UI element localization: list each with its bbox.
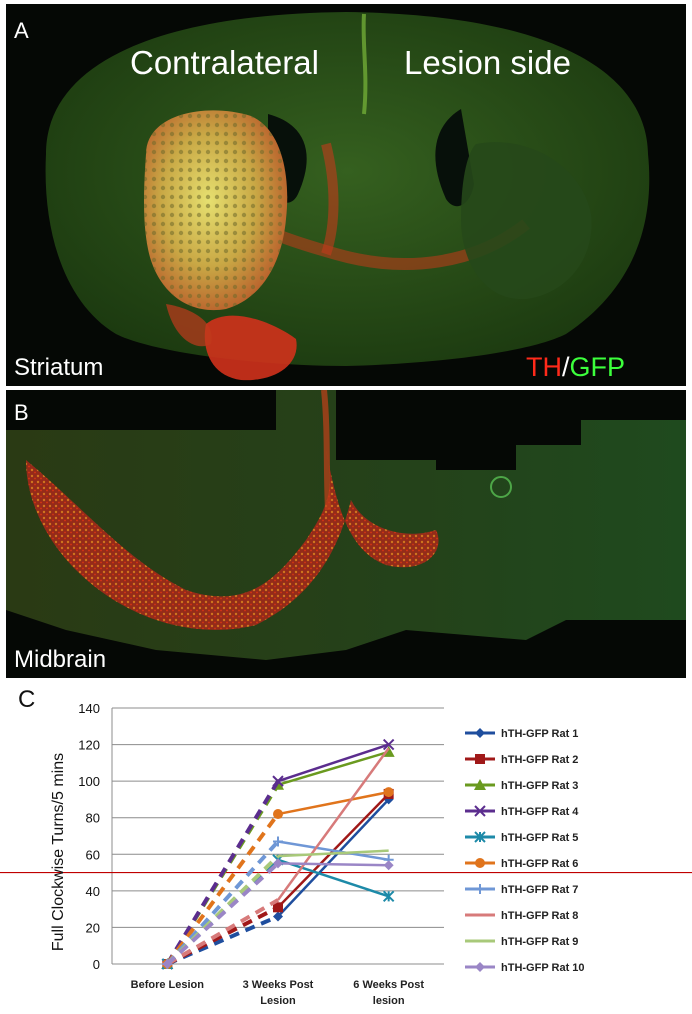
legend-label: hTH-GFP Rat 3 bbox=[501, 780, 578, 792]
series-line bbox=[277, 790, 389, 816]
data-point bbox=[382, 738, 395, 751]
y-tick-label: 80 bbox=[86, 811, 100, 826]
data-point bbox=[475, 858, 485, 868]
midbrain-tissue bbox=[6, 390, 686, 660]
series-8 bbox=[166, 747, 390, 966]
lesion-side-label: Lesion side bbox=[404, 44, 571, 81]
series-line bbox=[277, 750, 390, 786]
data-point bbox=[475, 728, 485, 738]
series-line bbox=[277, 840, 389, 862]
y-tick-label: 100 bbox=[78, 774, 100, 789]
series-line bbox=[277, 862, 389, 867]
th-stain-label: TH bbox=[526, 352, 562, 382]
data-point bbox=[475, 754, 485, 764]
data-point bbox=[273, 911, 283, 922]
midbrain-micrograph bbox=[6, 390, 686, 660]
data-point bbox=[273, 809, 283, 820]
stain-separator: / bbox=[562, 352, 570, 382]
panel-a-striatum-image: A Contralateral Lesion side Striatum TH/… bbox=[6, 4, 686, 386]
data-point bbox=[272, 775, 284, 787]
legend-item: hTH-GFP Rat 4 bbox=[465, 805, 579, 818]
legend-item: hTH-GFP Rat 2 bbox=[465, 754, 578, 766]
legend-label: hTH-GFP Rat 8 bbox=[501, 910, 578, 922]
contralateral-label: Contralateral bbox=[130, 44, 319, 81]
legend-label: hTH-GFP Rat 4 bbox=[501, 806, 579, 818]
x-tick-label: 6 Weeks Post lesion bbox=[353, 979, 424, 1007]
x-tick-labels: Before Lesion 3 Weeks Post Lesion 6 Weeks P… bbox=[131, 979, 425, 1007]
series-line-dashed bbox=[165, 840, 280, 966]
data-point bbox=[273, 858, 283, 869]
data-point bbox=[273, 836, 283, 847]
series-6 bbox=[162, 787, 394, 969]
legend-label: hTH-GFP Rat 5 bbox=[501, 832, 578, 844]
data-point bbox=[383, 860, 394, 871]
y-tick-label: 0 bbox=[93, 957, 100, 972]
gfp-stain-label: GFP bbox=[569, 352, 626, 382]
series-1 bbox=[162, 794, 394, 969]
data-point bbox=[475, 884, 485, 894]
legend-item: hTH-GFP Rat 3 bbox=[465, 779, 578, 792]
stain-legend: TH/GFP bbox=[526, 352, 625, 383]
legend-label: hTH-GFP Rat 1 bbox=[501, 728, 578, 740]
legend-item: hTH-GFP Rat 7 bbox=[465, 884, 578, 896]
legend-item: hTH-GFP Rat 9 bbox=[465, 936, 578, 948]
y-tick-label: 140 bbox=[78, 701, 100, 716]
legend-label: hTH-GFP Rat 7 bbox=[501, 884, 578, 896]
legend-label: hTH-GFP Rat 9 bbox=[501, 936, 578, 948]
legend-item: hTH-GFP Rat 10 bbox=[465, 962, 585, 974]
striatum-region-label: Striatum bbox=[14, 354, 104, 381]
legend-label: hTH-GFP Rat 2 bbox=[501, 754, 578, 766]
series-10 bbox=[162, 858, 394, 969]
panel-letter-a: A bbox=[14, 18, 29, 43]
series-line-dashed bbox=[166, 898, 280, 966]
panel-letter-b: B bbox=[14, 400, 29, 425]
data-point bbox=[474, 831, 486, 843]
midbrain-region-label: Midbrain bbox=[14, 646, 107, 673]
legend-item: hTH-GFP Rat 5 bbox=[465, 831, 578, 844]
legend-item: hTH-GFP Rat 1 bbox=[465, 728, 578, 740]
series-line bbox=[277, 798, 390, 918]
legend-item: hTH-GFP Rat 6 bbox=[465, 858, 578, 870]
series-line bbox=[277, 849, 389, 858]
chart-legend: hTH-GFP Rat 1 hTH-GFP Rat 2 hTH-GFP Rat 3 h… bbox=[465, 728, 585, 974]
data-point bbox=[383, 787, 394, 798]
data-point bbox=[474, 805, 486, 817]
series-line-dashed bbox=[165, 780, 280, 966]
rotation-chart: 0 20 40 60 80 100 120 140 Before Lesion 3 Weeks … bbox=[0, 701, 692, 1007]
x-tick-label: Before Lesion bbox=[131, 979, 205, 991]
legend-label: hTH-GFP Rat 6 bbox=[501, 858, 578, 870]
series-line-dashed bbox=[165, 812, 280, 966]
legend-label: hTH-GFP Rat 10 bbox=[501, 962, 585, 974]
panel-letter-c: C bbox=[18, 686, 36, 713]
data-point bbox=[474, 779, 486, 790]
data-point bbox=[382, 890, 395, 903]
data-point bbox=[475, 962, 485, 972]
panel-b-midbrain-image: B Midbrain bbox=[6, 390, 686, 678]
chart-series bbox=[161, 738, 395, 970]
x-tick-label: 3 Weeks Post Lesion bbox=[243, 979, 314, 1007]
y-tick-label: 120 bbox=[78, 738, 100, 753]
legend-item: hTH-GFP Rat 8 bbox=[465, 910, 578, 922]
data-point bbox=[162, 959, 173, 969]
striatum-micrograph bbox=[45, 12, 650, 381]
y-axis-label: Full Clockwise Turns/5 mins bbox=[50, 753, 67, 951]
series-line bbox=[276, 747, 390, 901]
lesioned-striatum bbox=[461, 142, 592, 300]
y-tick-labels: 0 20 40 60 80 100 120 140 bbox=[78, 701, 100, 972]
series-line bbox=[277, 858, 390, 898]
series-line-dashed bbox=[165, 861, 280, 966]
y-tick-label: 20 bbox=[86, 920, 100, 935]
data-point bbox=[273, 902, 283, 913]
y-tick-label: 40 bbox=[86, 884, 100, 899]
y-tick-label: 60 bbox=[86, 847, 100, 862]
series-line bbox=[277, 743, 390, 783]
